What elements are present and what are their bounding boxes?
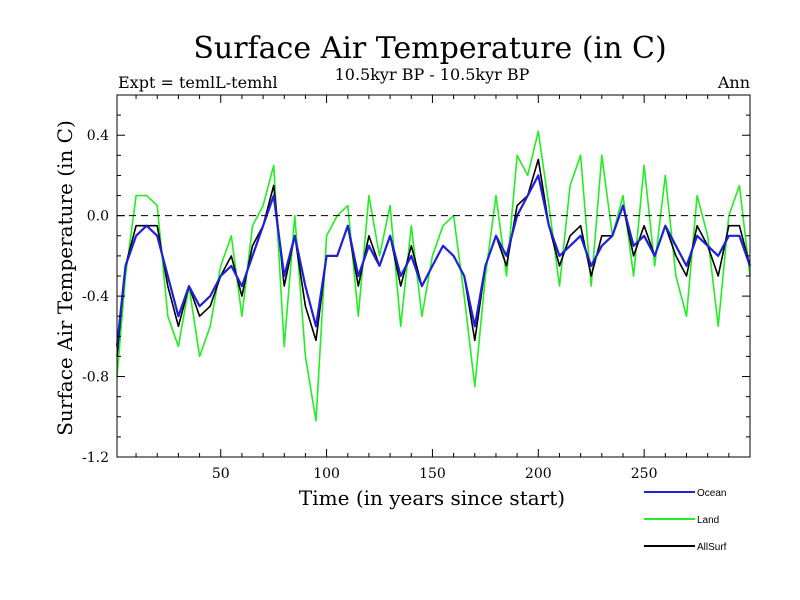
legend-label-ocean: Ocean [697,488,726,499]
y-axis-label: Surface Air Temperature (in C) [53,120,77,436]
y-tick-label: 0.4 [87,128,109,144]
plot-frame [116,94,751,458]
series-line-land [116,130,751,422]
experiment-label: Expt = temlL-temhl [118,73,278,92]
y-tick-label: -0.4 [82,289,109,305]
chart-subtitle: 10.5kyr BP - 10.5kyr BP [335,65,530,84]
plot-area: 50 100 150 200 250 -1.2 -0.8 -0.4 0.0 0.4 [82,94,752,482]
x-axis-label: Time (in years since start) [299,486,565,510]
legend-label-land: Land [697,515,719,526]
x-tick-label: 150 [419,466,446,482]
x-tick-label: 50 [212,466,230,482]
series-line-ocean [115,174,752,347]
legend-label-allsurf: AllSurf [697,542,727,553]
x-tick-label: 250 [631,466,658,482]
y-tick-label: 0.0 [87,209,109,225]
season-label: Ann [717,73,750,92]
y-tick-label: -0.8 [82,370,109,386]
chart-title: Surface Air Temperature (in C) [193,31,666,66]
y-tick-label: -1.2 [82,450,109,466]
x-tick-label: 100 [313,466,340,482]
legend: Ocean Land AllSurf [644,488,727,553]
x-tick-label: 200 [525,466,552,482]
